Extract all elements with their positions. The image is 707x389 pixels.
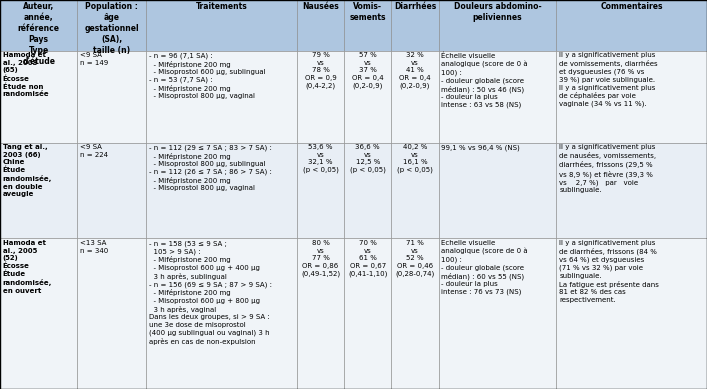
Text: <13 SA
n = 340: <13 SA n = 340	[80, 240, 108, 254]
Bar	[344, 238, 392, 389]
Bar	[0, 0, 77, 51]
Text: <9 SA
n = 224: <9 SA n = 224	[80, 144, 108, 158]
Text: <9 SA
n = 149: <9 SA n = 149	[80, 53, 108, 66]
Text: 53,6 %
vs
32,1 %
(p < 0,05): 53,6 % vs 32,1 % (p < 0,05)	[303, 144, 339, 173]
Text: 70 %
vs
61 %
OR = 0,67
(0,41-1,10): 70 % vs 61 % OR = 0,67 (0,41-1,10)	[348, 240, 387, 277]
Bar	[556, 143, 707, 238]
Text: Il y a significativement plus
de vomissements, diarrhées
et dysgueusies (76 % vs: Il y a significativement plus de vomisse…	[559, 53, 658, 107]
Text: Tang et al.,
2003 (66)
Chine
Étude
randomisée,
en double
aveugle: Tang et al., 2003 (66) Chine Étude rando…	[3, 144, 52, 197]
Bar	[344, 0, 392, 51]
Text: 99,1 % vs 96,4 % (NS): 99,1 % vs 96,4 % (NS)	[441, 144, 520, 151]
Text: 36,6 %
vs
12,5 %
(p < 0,05): 36,6 % vs 12,5 % (p < 0,05)	[350, 144, 386, 173]
Bar	[438, 143, 556, 238]
Text: - n = 112 (29 ≤ 7 SA ; 83 > 7 SA) :
  - Mifépristone 200 mg
  - Misoprostol 800 : - n = 112 (29 ≤ 7 SA ; 83 > 7 SA) : - Mi…	[149, 144, 272, 191]
Bar	[438, 0, 556, 51]
Bar	[556, 51, 707, 143]
Text: Nausées: Nausées	[302, 2, 339, 11]
Bar	[392, 238, 438, 389]
Bar	[297, 143, 344, 238]
Text: 79 %
vs
78 %
OR = 0,9
(0,4-2,2): 79 % vs 78 % OR = 0,9 (0,4-2,2)	[305, 53, 337, 89]
Bar	[344, 51, 392, 143]
Text: Vomis-
sements: Vomis- sements	[349, 2, 386, 22]
Bar	[146, 238, 297, 389]
Bar	[0, 51, 77, 143]
Text: 40,2 %
vs
16,1 %
(p < 0,05): 40,2 % vs 16,1 % (p < 0,05)	[397, 144, 433, 173]
Text: Échelle visuelle
analogique (score de 0 à
100) :
- douleur globale (score
médian: Échelle visuelle analogique (score de 0 …	[441, 53, 528, 108]
Bar	[297, 0, 344, 51]
Text: - n = 96 (7,1 SA) :
  - Mifépristone 200 mg
  - Misoprostol 600 µg, sublingual
-: - n = 96 (7,1 SA) : - Mifépristone 200 m…	[149, 53, 266, 100]
Bar	[392, 51, 438, 143]
Text: Hamoda et
al., 2003
(65)
Écosse
Étude non
randomisée: Hamoda et al., 2003 (65) Écosse Étude no…	[3, 53, 49, 97]
Text: Commentaires: Commentaires	[600, 2, 663, 11]
Bar	[146, 51, 297, 143]
Text: Population :
âge
gestationnel
(SA),
taille (n): Population : âge gestationnel (SA), tail…	[85, 2, 139, 55]
Bar	[344, 143, 392, 238]
Bar	[392, 143, 438, 238]
Bar	[297, 51, 344, 143]
Bar	[392, 0, 438, 51]
Bar	[0, 238, 77, 389]
Text: Traitements: Traitements	[196, 2, 247, 11]
Bar	[77, 51, 146, 143]
Text: 71 %
vs
52 %
OR = 0,46
(0,28-0,74): 71 % vs 52 % OR = 0,46 (0,28-0,74)	[395, 240, 435, 277]
Text: Auteur,
année,
référence
Pays
Type
d'étude: Auteur, année, référence Pays Type d'étu…	[18, 2, 59, 66]
Bar	[77, 238, 146, 389]
Bar	[77, 143, 146, 238]
Text: Douleurs abdomino-
peliviennes: Douleurs abdomino- peliviennes	[454, 2, 542, 22]
Text: Il y a significativement plus
de diarrhées, frissons (84 %
vs 64 %) et dysgueusi: Il y a significativement plus de diarrhé…	[559, 240, 659, 303]
Bar	[438, 238, 556, 389]
Text: 57 %
vs
37 %
OR = 0,4
(0,2-0,9): 57 % vs 37 % OR = 0,4 (0,2-0,9)	[352, 53, 384, 89]
Text: Hamoda et
al., 2005
(52)
Écosse
Étude
randomisée,
en ouvert: Hamoda et al., 2005 (52) Écosse Étude ra…	[3, 240, 52, 294]
Bar	[438, 51, 556, 143]
Text: 80 %
vs
77 %
OR = 0,86
(0,49-1,52): 80 % vs 77 % OR = 0,86 (0,49-1,52)	[301, 240, 340, 277]
Bar	[556, 0, 707, 51]
Bar	[146, 143, 297, 238]
Text: 32 %
vs
41 %
OR = 0,4
(0,2-0,9): 32 % vs 41 % OR = 0,4 (0,2-0,9)	[399, 53, 431, 89]
Bar	[556, 238, 707, 389]
Text: Echelle visuelle
analogique (score de 0 à
100) :
- douleur globale (score
médian: Echelle visuelle analogique (score de 0 …	[441, 240, 528, 296]
Text: Diarrhées: Diarrhées	[394, 2, 436, 11]
Text: - n = 158 (53 ≤ 9 SA ;
  105 > 9 SA) :
  - Mifépristone 200 mg
  - Misoprostol 6: - n = 158 (53 ≤ 9 SA ; 105 > 9 SA) : - M…	[149, 240, 272, 345]
Bar	[0, 143, 77, 238]
Bar	[146, 0, 297, 51]
Text: Il y a significativement plus
de nausées, vomissements,
diarrhées, frissons (29,: Il y a significativement plus de nausées…	[559, 144, 656, 193]
Bar	[77, 0, 146, 51]
Bar	[297, 238, 344, 389]
